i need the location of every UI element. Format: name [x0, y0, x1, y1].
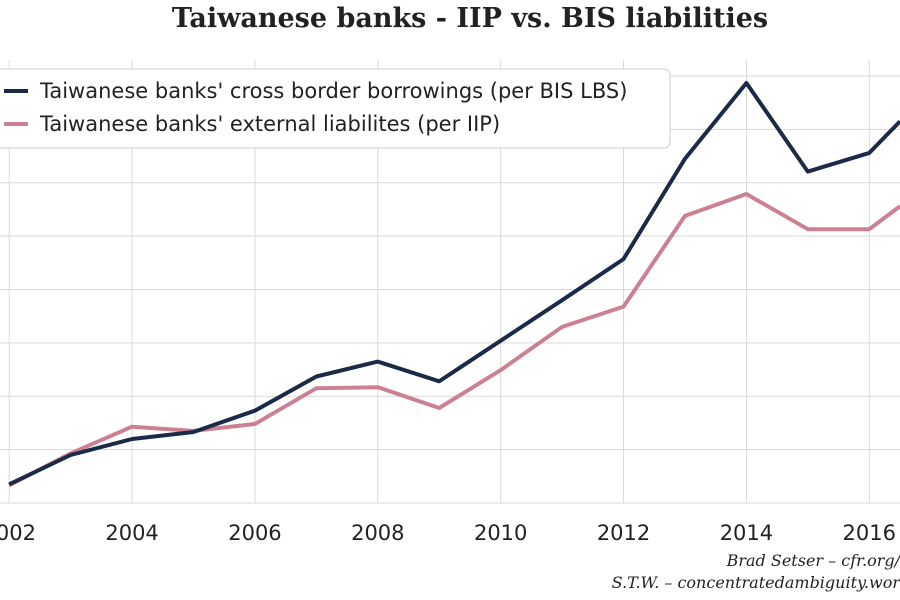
credit-line-2: S.T.W. – concentratedambiguity.wor [611, 573, 900, 592]
x-tick-label: 2010 [474, 521, 527, 545]
x-tick-label: 2016 [843, 521, 896, 545]
legend-label-iip: Taiwanese banks' external liabilites (pe… [39, 112, 500, 136]
series-line-bis-lbs [8, 81, 900, 487]
x-axis-ticks: 2002 2004 2006 2008 2010 2012 2014 2016 [0, 521, 896, 545]
series-lines [8, 81, 900, 488]
legend: Taiwanese banks' cross border borrowings… [0, 68, 671, 149]
x-tick-label: 2008 [351, 521, 404, 545]
x-tick-label: 2012 [597, 521, 650, 545]
credit-line-1: Brad Setser – cfr.org/ [726, 551, 900, 570]
x-tick-label: 2002 [0, 521, 36, 545]
legend-label-bis: Taiwanese banks' cross border borrowings… [39, 79, 627, 103]
chart-title: Taiwanese banks - IIP vs. BIS liabilitie… [171, 3, 769, 34]
x-tick-label: 2014 [720, 521, 773, 545]
series-line-iip [8, 192, 900, 488]
x-tick-label: 2004 [105, 521, 158, 545]
x-tick-label: 2006 [228, 521, 281, 545]
legend-box [0, 68, 671, 149]
